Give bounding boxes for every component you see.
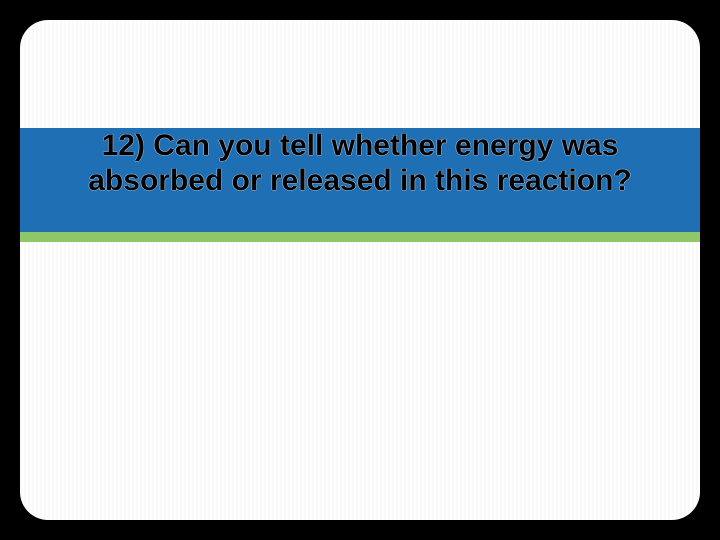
slide-title: 12) Can you tell whether energy was abso… (20, 128, 700, 199)
slide-card: 12) Can you tell whether energy was abso… (20, 20, 700, 520)
title-band: 12) Can you tell whether energy was abso… (20, 128, 700, 199)
band-green (20, 232, 700, 242)
